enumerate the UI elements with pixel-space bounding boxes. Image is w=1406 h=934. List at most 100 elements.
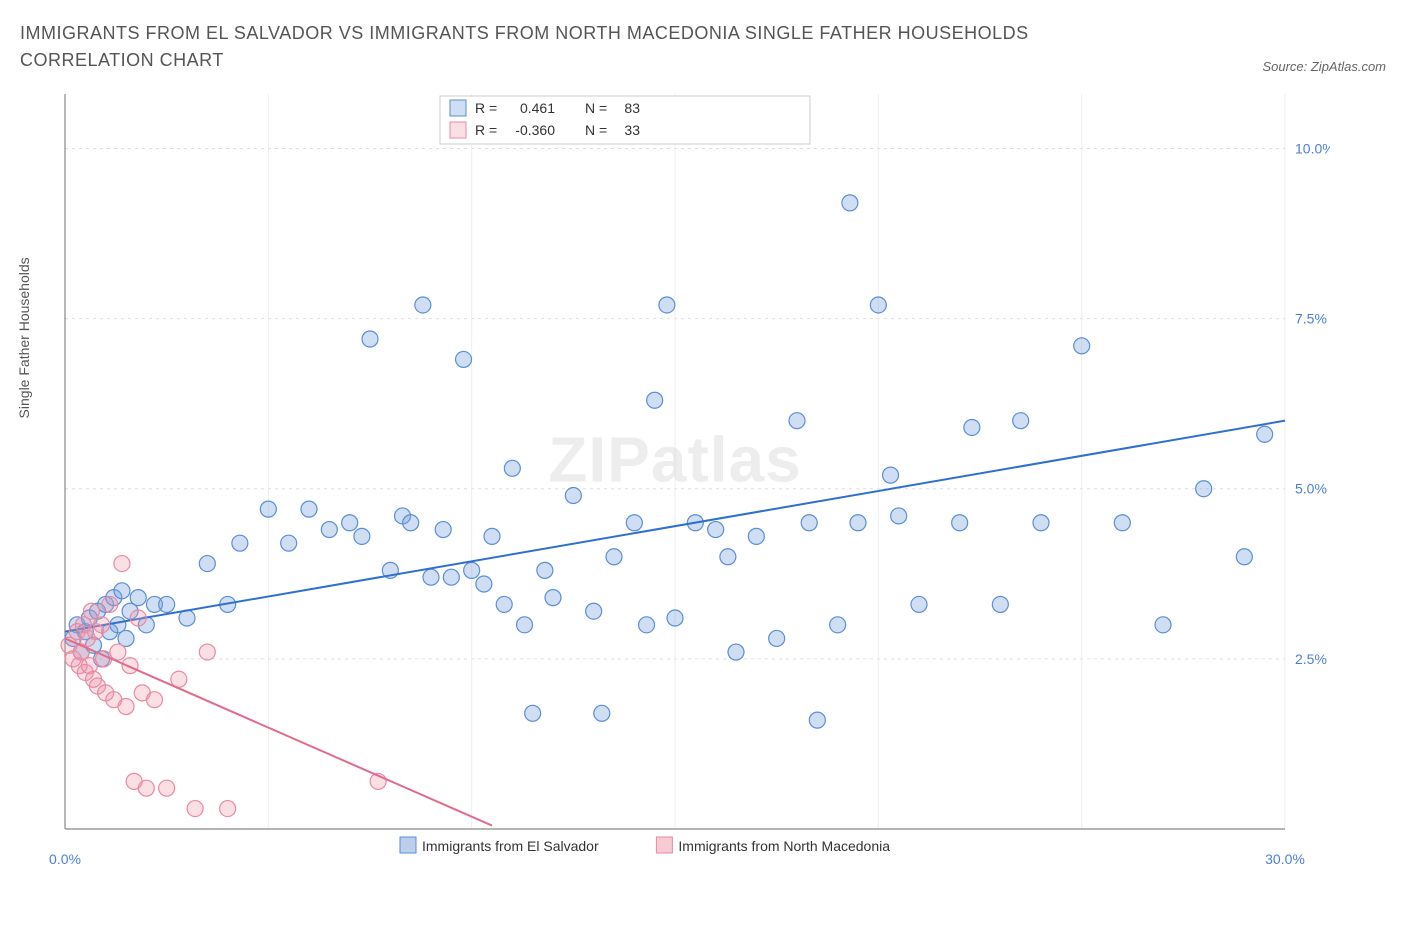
bottom-legend-swatch: [400, 837, 416, 853]
scatter-point-elsalvador: [809, 712, 825, 728]
y-axis-label: Single Father Households: [16, 257, 32, 418]
chart-title: IMMIGRANTS FROM EL SALVADOR VS IMMIGRANT…: [20, 20, 1120, 74]
legend-swatch: [450, 100, 466, 116]
scatter-point-elsalvador: [647, 392, 663, 408]
scatter-point-elsalvador: [708, 522, 724, 538]
scatter-point-elsalvador: [537, 562, 553, 578]
scatter-point-elsalvador: [952, 515, 968, 531]
scatter-point-elsalvador: [667, 610, 683, 626]
legend-r-label: R =: [475, 122, 497, 138]
y-tick-label: 2.5%: [1295, 651, 1327, 667]
scatter-point-elsalvador: [606, 549, 622, 565]
scatter-point-elsalvador: [626, 515, 642, 531]
scatter-point-elsalvador: [801, 515, 817, 531]
scatter-point-elsalvador: [1114, 515, 1130, 531]
scatter-point-elsalvador: [362, 331, 378, 347]
scatter-point-elsalvador: [130, 590, 146, 606]
scatter-point-northmacedonia: [122, 658, 138, 674]
scatter-point-northmacedonia: [130, 610, 146, 626]
scatter-point-elsalvador: [342, 515, 358, 531]
scatter-point-elsalvador: [586, 603, 602, 619]
scatter-point-elsalvador: [281, 535, 297, 551]
scatter-point-northmacedonia: [199, 644, 215, 660]
scatter-point-elsalvador: [260, 501, 276, 517]
y-tick-label: 10.0%: [1295, 140, 1330, 156]
scatter-point-northmacedonia: [146, 692, 162, 708]
scatter-point-elsalvador: [992, 596, 1008, 612]
x-tick-label: 0.0%: [49, 851, 81, 867]
scatter-point-elsalvador: [659, 297, 675, 313]
scatter-point-northmacedonia: [118, 699, 134, 715]
scatter-point-elsalvador: [476, 576, 492, 592]
scatter-point-elsalvador: [720, 549, 736, 565]
scatter-point-elsalvador: [789, 413, 805, 429]
source-label: Source: ZipAtlas.com: [1262, 59, 1386, 74]
bottom-legend-label: Immigrants from El Salvador: [422, 838, 599, 854]
scatter-point-elsalvador: [415, 297, 431, 313]
legend-n-value: 33: [624, 122, 640, 138]
scatter-point-northmacedonia: [83, 603, 99, 619]
scatter-point-elsalvador: [423, 569, 439, 585]
legend-swatch: [450, 122, 466, 138]
scatter-point-elsalvador: [159, 596, 175, 612]
scatter-point-elsalvador: [504, 460, 520, 476]
y-tick-label: 5.0%: [1295, 481, 1327, 497]
scatter-point-northmacedonia: [110, 644, 126, 660]
scatter-point-elsalvador: [114, 583, 130, 599]
scatter-point-elsalvador: [199, 556, 215, 572]
scatter-point-elsalvador: [842, 195, 858, 211]
scatter-point-elsalvador: [769, 630, 785, 646]
scatter-point-northmacedonia: [138, 780, 154, 796]
scatter-point-elsalvador: [301, 501, 317, 517]
scatter-point-elsalvador: [1013, 413, 1029, 429]
scatter-point-northmacedonia: [220, 801, 236, 817]
scatter-point-elsalvador: [891, 508, 907, 524]
scatter-point-elsalvador: [565, 488, 581, 504]
scatter-point-elsalvador: [1033, 515, 1049, 531]
scatter-point-elsalvador: [545, 590, 561, 606]
legend-n-value: 83: [624, 100, 640, 116]
scatter-point-elsalvador: [443, 569, 459, 585]
legend-r-value: 0.461: [520, 100, 555, 116]
legend-n-label: N =: [585, 100, 607, 116]
scatter-point-elsalvador: [1257, 426, 1273, 442]
scatter-point-elsalvador: [1236, 549, 1252, 565]
scatter-point-northmacedonia: [94, 617, 110, 633]
legend-r-label: R =: [475, 100, 497, 116]
scatter-point-elsalvador: [321, 522, 337, 538]
watermark: ZIPatlas: [548, 424, 801, 496]
trend-line-northmacedonia: [65, 638, 492, 825]
scatter-point-elsalvador: [403, 515, 419, 531]
scatter-point-northmacedonia: [114, 556, 130, 572]
scatter-point-northmacedonia: [102, 596, 118, 612]
scatter-point-elsalvador: [496, 596, 512, 612]
scatter-point-elsalvador: [870, 297, 886, 313]
scatter-point-elsalvador: [594, 705, 610, 721]
y-tick-label: 7.5%: [1295, 311, 1327, 327]
scatter-point-northmacedonia: [187, 801, 203, 817]
scatter-point-elsalvador: [435, 522, 451, 538]
scatter-point-elsalvador: [1074, 338, 1090, 354]
scatter-point-elsalvador: [525, 705, 541, 721]
scatter-point-elsalvador: [883, 467, 899, 483]
bottom-legend-label: Immigrants from North Macedonia: [678, 838, 890, 854]
x-tick-label: 30.0%: [1265, 851, 1305, 867]
scatter-point-elsalvador: [728, 644, 744, 660]
scatter-point-elsalvador: [850, 515, 866, 531]
scatter-point-elsalvador: [1196, 481, 1212, 497]
scatter-point-elsalvador: [830, 617, 846, 633]
scatter-point-elsalvador: [456, 351, 472, 367]
scatter-point-elsalvador: [464, 562, 480, 578]
scatter-point-elsalvador: [484, 528, 500, 544]
legend-n-label: N =: [585, 122, 607, 138]
correlation-scatter-chart: 2.5% 5.0% 7.5% 10.0% ZIPatlas 0.0% 30.0% R = 0.4…: [20, 84, 1330, 914]
scatter-point-elsalvador: [639, 617, 655, 633]
scatter-point-elsalvador: [354, 528, 370, 544]
scatter-point-elsalvador: [232, 535, 248, 551]
scatter-point-elsalvador: [911, 596, 927, 612]
scatter-point-northmacedonia: [159, 780, 175, 796]
legend-r-value: -0.360: [515, 122, 555, 138]
scatter-point-elsalvador: [517, 617, 533, 633]
scatter-point-elsalvador: [1155, 617, 1171, 633]
bottom-legend-swatch: [656, 837, 672, 853]
